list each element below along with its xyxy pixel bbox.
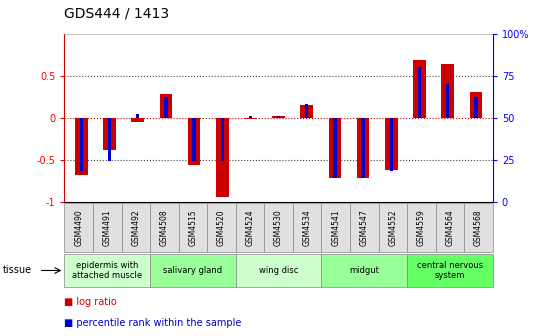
Text: GSM4491: GSM4491 [102, 209, 112, 246]
Bar [122, 203, 150, 252]
Bar [469, 92, 482, 118]
Bar [132, 118, 144, 122]
Bar [207, 203, 236, 252]
Bar [216, 118, 228, 197]
Bar [385, 118, 398, 170]
Text: ■ log ratio: ■ log ratio [64, 297, 117, 307]
Bar [244, 118, 256, 119]
Bar [436, 203, 464, 252]
Bar [236, 254, 321, 287]
Bar [441, 64, 454, 118]
Text: GSM4568: GSM4568 [474, 209, 483, 246]
Bar [103, 118, 116, 150]
Bar [108, 118, 111, 161]
Bar [150, 254, 236, 287]
Text: GSM4490: GSM4490 [74, 209, 83, 246]
Bar [407, 254, 493, 287]
Bar [272, 116, 285, 118]
Text: central nervous
system: central nervous system [417, 261, 483, 280]
Text: GSM4552: GSM4552 [388, 209, 398, 246]
Bar [164, 97, 167, 118]
Text: GSM4547: GSM4547 [360, 209, 369, 246]
Text: GSM4559: GSM4559 [417, 209, 426, 246]
Bar [277, 116, 281, 118]
Bar [293, 203, 321, 252]
Bar [329, 118, 341, 178]
Bar [236, 203, 264, 252]
Bar [160, 94, 172, 118]
Text: GSM4564: GSM4564 [445, 209, 455, 246]
Bar [407, 203, 436, 252]
Bar [333, 118, 337, 178]
Text: GSM4524: GSM4524 [245, 209, 255, 246]
Bar [301, 105, 313, 118]
Bar [192, 118, 196, 161]
Text: GSM4515: GSM4515 [188, 209, 198, 246]
Bar [464, 203, 493, 252]
Bar [379, 203, 407, 252]
Bar [446, 84, 449, 118]
Text: midgut: midgut [349, 266, 379, 275]
Bar [249, 116, 252, 118]
Text: salivary gland: salivary gland [164, 266, 222, 275]
Bar [413, 60, 426, 118]
Bar [474, 97, 478, 118]
Bar [75, 118, 88, 175]
Bar [64, 203, 93, 252]
Bar [188, 118, 200, 165]
Text: epidermis with
attached muscle: epidermis with attached muscle [72, 261, 142, 280]
Bar [305, 104, 309, 118]
Text: GSM4534: GSM4534 [302, 209, 312, 246]
Bar [150, 203, 179, 252]
Text: GSM4520: GSM4520 [217, 209, 226, 246]
Text: tissue: tissue [3, 265, 32, 276]
Text: GSM4508: GSM4508 [160, 209, 169, 246]
Bar [179, 203, 207, 252]
Bar [93, 203, 122, 252]
Text: GSM4492: GSM4492 [131, 209, 141, 246]
Bar [80, 118, 83, 171]
Bar [321, 254, 407, 287]
Text: GSM4541: GSM4541 [331, 209, 340, 246]
Bar [321, 203, 350, 252]
Bar [136, 114, 139, 118]
Bar [390, 118, 393, 171]
Bar [64, 254, 150, 287]
Bar [357, 118, 370, 178]
Text: wing disc: wing disc [259, 266, 298, 275]
Text: GDS444 / 1413: GDS444 / 1413 [64, 6, 170, 20]
Text: GSM4530: GSM4530 [274, 209, 283, 246]
Bar [350, 203, 379, 252]
Bar [418, 67, 421, 118]
Text: ■ percentile rank within the sample: ■ percentile rank within the sample [64, 318, 242, 328]
Bar [361, 118, 365, 178]
Bar [221, 118, 224, 161]
Bar [264, 203, 293, 252]
